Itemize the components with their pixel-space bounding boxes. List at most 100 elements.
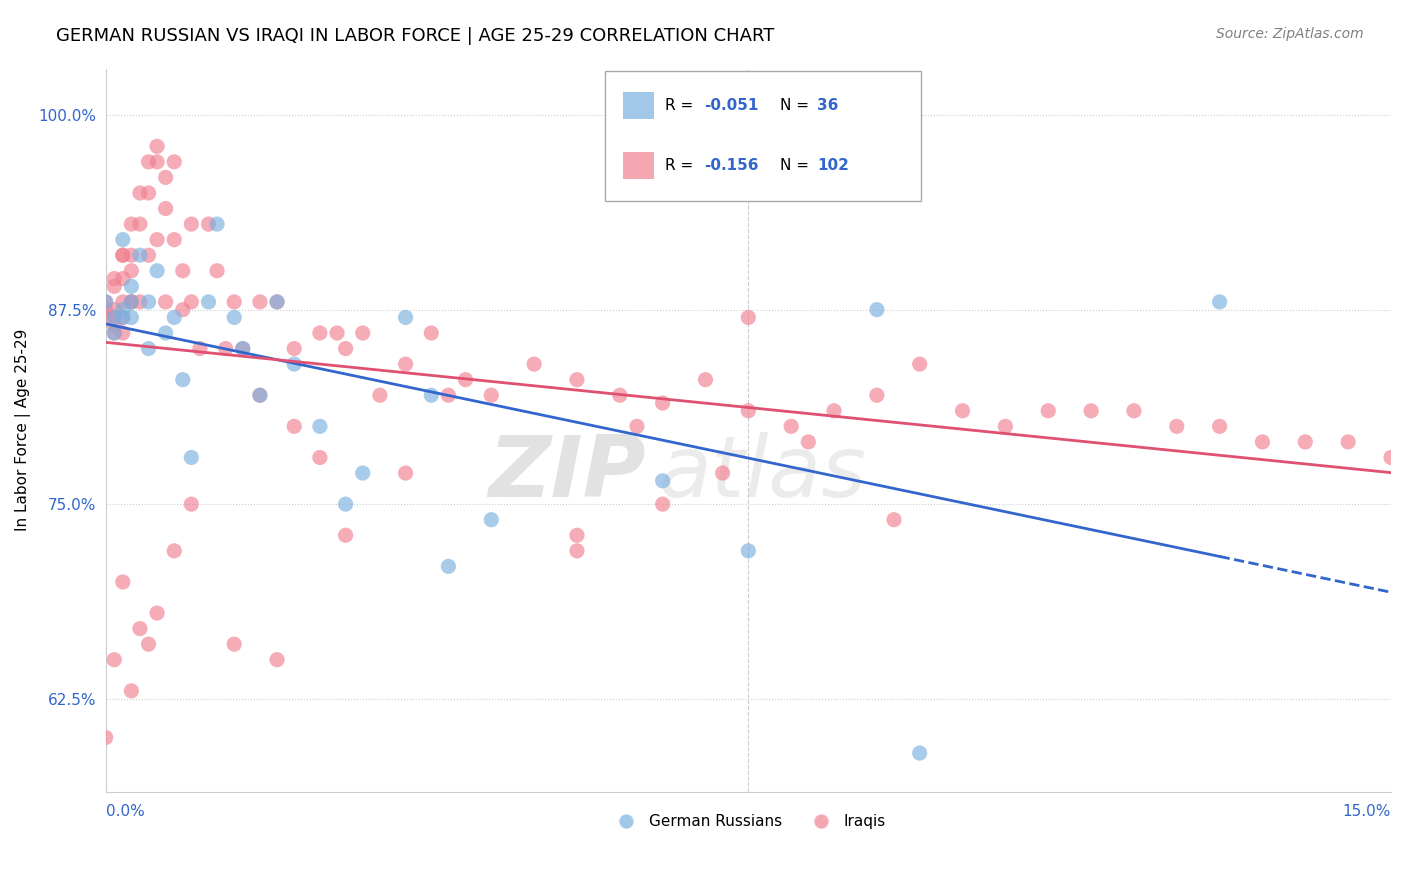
Point [120, 217, 142, 231]
Point [197, 294, 219, 309]
Point [224, 310, 246, 325]
Point [205, 217, 228, 231]
Point [103, 302, 125, 317]
Point [103, 310, 125, 325]
Point [309, 450, 332, 465]
Point [214, 342, 236, 356]
Point [111, 574, 134, 589]
Point [883, 513, 905, 527]
Point [138, 154, 160, 169]
Point [780, 419, 803, 434]
Point [309, 326, 332, 340]
Point [111, 310, 134, 325]
Point [129, 248, 152, 262]
Text: N =: N = [780, 158, 814, 173]
Point [129, 622, 152, 636]
Point [129, 217, 152, 231]
Point [420, 326, 443, 340]
Point [368, 388, 391, 402]
Point [146, 233, 169, 247]
Point [155, 326, 177, 340]
Text: 36: 36 [817, 98, 838, 112]
Point [1379, 450, 1402, 465]
Point [146, 154, 169, 169]
Text: R =: R = [665, 98, 699, 112]
Point [737, 544, 759, 558]
Point [120, 683, 142, 698]
Point [103, 271, 125, 285]
Point [103, 326, 125, 340]
Point [737, 404, 759, 418]
Point [111, 233, 134, 247]
Point [111, 271, 134, 285]
Point [523, 357, 546, 371]
Point [103, 310, 125, 325]
Point [1038, 404, 1060, 418]
Text: -0.051: -0.051 [704, 98, 759, 112]
Point [111, 302, 134, 317]
Point [283, 357, 305, 371]
Point [94, 731, 117, 745]
Point [326, 326, 349, 340]
Point [188, 342, 211, 356]
Point [454, 373, 477, 387]
Point [437, 388, 460, 402]
Point [651, 474, 673, 488]
Point [180, 217, 202, 231]
Point [180, 294, 202, 309]
Text: 102: 102 [817, 158, 849, 173]
Point [155, 170, 177, 185]
Point [146, 606, 169, 620]
Y-axis label: In Labor Force | Age 25-29: In Labor Force | Age 25-29 [15, 329, 31, 532]
Point [479, 388, 502, 402]
Point [249, 388, 271, 402]
Text: 15.0%: 15.0% [1343, 805, 1391, 820]
Point [394, 310, 416, 325]
Point [163, 310, 186, 325]
Point [1294, 434, 1316, 449]
Point [138, 637, 160, 651]
Point [155, 294, 177, 309]
Point [335, 528, 357, 542]
Point [352, 326, 374, 340]
Text: R =: R = [665, 158, 699, 173]
Point [651, 396, 673, 410]
Point [352, 466, 374, 480]
Text: N =: N = [780, 98, 814, 112]
Point [111, 248, 134, 262]
Point [1208, 419, 1230, 434]
Text: GERMAN RUSSIAN VS IRAQI IN LABOR FORCE | AGE 25-29 CORRELATION CHART: GERMAN RUSSIAN VS IRAQI IN LABOR FORCE |… [56, 27, 775, 45]
Text: 0.0%: 0.0% [105, 805, 145, 820]
Point [1251, 434, 1274, 449]
Point [866, 388, 889, 402]
Point [335, 497, 357, 511]
Point [120, 294, 142, 309]
Text: ZIP: ZIP [488, 432, 645, 516]
Point [224, 294, 246, 309]
Point [120, 310, 142, 325]
Point [146, 264, 169, 278]
Point [1208, 294, 1230, 309]
Point [103, 318, 125, 333]
Point [565, 373, 588, 387]
Point [908, 746, 931, 760]
Point [138, 342, 160, 356]
Point [155, 202, 177, 216]
Point [565, 544, 588, 558]
Point [172, 373, 194, 387]
Point [129, 294, 152, 309]
Point [266, 294, 288, 309]
Text: atlas: atlas [658, 432, 866, 516]
Point [111, 248, 134, 262]
Point [711, 466, 734, 480]
Point [163, 154, 186, 169]
Point [232, 342, 254, 356]
Text: -0.156: -0.156 [704, 158, 759, 173]
Legend: German Russians, Iraqis: German Russians, Iraqis [605, 808, 891, 835]
Point [138, 294, 160, 309]
Point [94, 310, 117, 325]
Point [120, 264, 142, 278]
Point [172, 264, 194, 278]
Point [797, 434, 820, 449]
Point [94, 294, 117, 309]
